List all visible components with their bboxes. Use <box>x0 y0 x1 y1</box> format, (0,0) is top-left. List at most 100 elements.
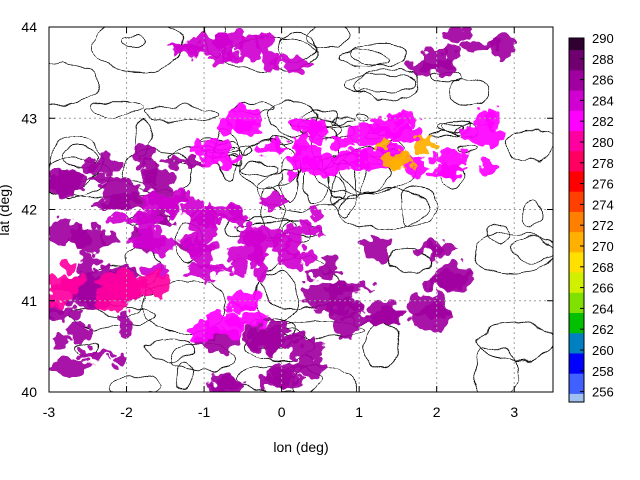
region-middle-band <box>285 233 303 257</box>
colorbar-segment <box>569 163 584 169</box>
colorbar-segment <box>569 317 584 322</box>
region-middle-band <box>187 262 235 271</box>
colorbar-segment <box>569 393 584 399</box>
contour-line <box>174 362 193 390</box>
region-south-west-band <box>118 310 132 336</box>
region-north-east-top <box>441 28 472 42</box>
contour-line <box>338 50 388 67</box>
colorbar-segment <box>569 252 584 257</box>
contour-line <box>355 112 372 121</box>
region-north-east-top <box>459 41 502 51</box>
colorbar-segment <box>569 365 584 371</box>
colorbar-segment <box>569 187 584 193</box>
region-middle-band <box>108 214 145 225</box>
region-west-red-streak <box>119 285 136 300</box>
colorbar-segment <box>569 345 584 351</box>
colorbar-tick-label: 272 <box>592 218 614 233</box>
region-middle-band <box>221 213 250 225</box>
region-middle-band <box>188 208 209 226</box>
colorbar-segment <box>569 135 584 140</box>
colorbar-tick-label: 262 <box>592 322 614 337</box>
colorbar-segment <box>569 159 584 164</box>
y-tick-label: 43 <box>21 110 37 126</box>
colorbar-segment <box>569 272 584 278</box>
region-pyrenees-band <box>194 138 232 161</box>
colorbar-segment <box>569 381 584 387</box>
region-pyrenees-band <box>479 161 500 173</box>
region-east-coast-band <box>303 269 341 279</box>
region-west-red-streak <box>139 273 174 297</box>
region-north-east-top <box>489 34 515 59</box>
plot-area <box>49 27 553 392</box>
region-pyrenees-cold-peak <box>413 134 435 154</box>
region-south-west-band <box>110 354 129 367</box>
colorbar-segment <box>569 304 584 310</box>
region-middle-band <box>187 242 218 255</box>
colorbar-tick-label: 284 <box>592 93 614 108</box>
colorbar-tick-label: 282 <box>592 114 614 129</box>
region-middle-band <box>306 209 323 218</box>
colorbar-tick-label: 258 <box>592 364 614 379</box>
region-east-coast-band <box>425 279 451 290</box>
contour-line <box>289 364 358 392</box>
colorbar-segment <box>569 74 584 80</box>
colorbar-segment <box>569 337 584 342</box>
colorbar-segment <box>569 86 584 92</box>
colorbar-segment <box>569 284 584 290</box>
region-middle-band <box>131 230 168 250</box>
colorbar-segment <box>569 215 584 221</box>
region-west-band <box>163 157 206 167</box>
colorbar-tick-label: 288 <box>592 52 614 67</box>
contour-line <box>445 77 490 107</box>
colorbar-segment <box>569 211 584 217</box>
x-tick-label: -2 <box>120 404 133 420</box>
colorbar-segment <box>569 220 584 225</box>
colorbar-segment <box>569 183 584 189</box>
region-west-band <box>99 180 141 205</box>
region-north-east-top <box>404 60 439 74</box>
y-tick-label: 41 <box>21 293 37 309</box>
colorbar-segment <box>569 62 584 67</box>
region-middle-band <box>205 204 221 230</box>
colorbar-segment <box>569 236 584 241</box>
colorbar-segment <box>569 361 584 367</box>
region-north-coast-band <box>235 34 264 60</box>
colorbar-segment <box>569 325 584 330</box>
contour-line <box>487 225 512 244</box>
colorbar-segment <box>569 349 584 355</box>
region-mid-south-band <box>189 319 214 341</box>
colorbar-segment <box>569 143 584 148</box>
contour-line <box>352 44 409 66</box>
region-east-coast-band <box>380 305 402 326</box>
colorbar-segment <box>569 256 584 262</box>
region-east-coast-band <box>324 284 356 304</box>
region-east-coast-band <box>347 311 386 325</box>
colorbar-segment <box>569 147 584 152</box>
region-west-band <box>88 175 122 184</box>
colorbar-segment <box>569 207 584 213</box>
colorbar-tick-label: 268 <box>592 260 614 275</box>
region-middle-band <box>237 223 285 250</box>
region-south-west-band <box>77 253 96 278</box>
colorbar-segment <box>569 118 584 124</box>
colorbar-segment <box>569 191 584 197</box>
colorbar-segment <box>569 46 584 51</box>
colorbar-segment <box>569 228 584 233</box>
region-north-coast-band <box>270 57 316 70</box>
x-tick-label: 0 <box>278 404 286 420</box>
region-south-west-band <box>78 350 112 360</box>
colorbar-segment <box>569 224 584 229</box>
colorbar-segment <box>569 42 584 47</box>
contour-line <box>345 74 417 93</box>
x-axis: -3 -2 -1 0 1 2 3 <box>43 27 518 420</box>
contour-line <box>400 187 436 226</box>
colorbar-segment <box>569 321 584 326</box>
region-middle-band <box>178 234 200 246</box>
colorbar-frame <box>568 37 585 403</box>
colorbar-tick-label: 264 <box>592 301 614 316</box>
colorbar-segment <box>569 357 584 363</box>
colorbar-segment <box>569 369 584 375</box>
colorbar-segment <box>569 292 584 298</box>
colorbar-tick-label: 276 <box>592 177 614 192</box>
